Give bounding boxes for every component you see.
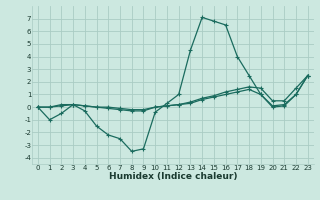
X-axis label: Humidex (Indice chaleur): Humidex (Indice chaleur): [108, 172, 237, 181]
